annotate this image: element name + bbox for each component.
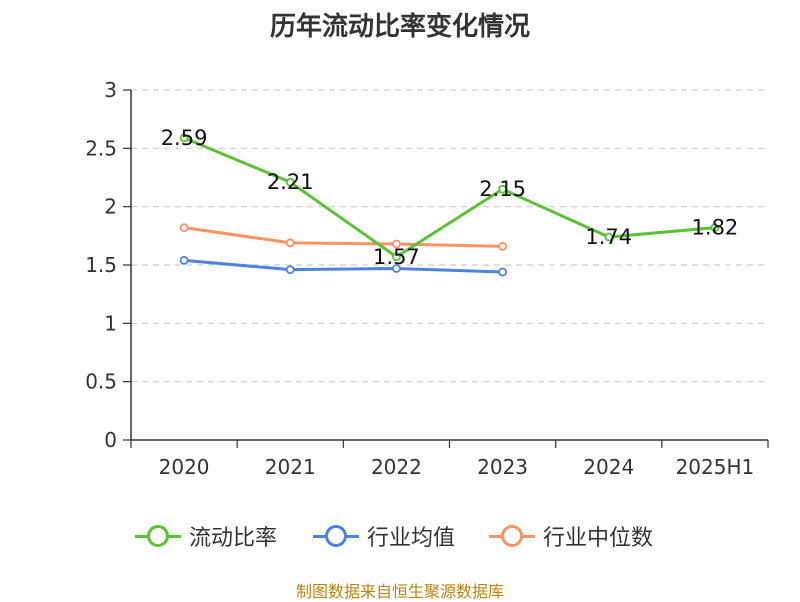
legend-item[interactable]: 行业均值 — [311, 518, 455, 554]
legend-swatch-icon — [487, 518, 537, 554]
x-tick-label: 2024 — [583, 455, 634, 479]
y-tick-label: 1 — [104, 311, 117, 335]
y-tick-label: 0.5 — [85, 370, 117, 394]
data-point — [498, 267, 507, 277]
data-labels: 2.59 2.21 1.57 2.15 1.74 1.82 — [161, 126, 739, 269]
legend-label: 行业均值 — [367, 526, 456, 551]
series-industry-median — [179, 223, 507, 251]
series-line — [183, 226, 503, 248]
data-label: 2.59 — [161, 126, 208, 150]
y-tick-label: 1.5 — [85, 253, 117, 277]
data-point — [285, 177, 295, 187]
y-tick-label: 2 — [104, 195, 117, 219]
data-label: 2.15 — [479, 177, 526, 201]
data-point — [285, 238, 295, 248]
series-current-ratio — [179, 133, 720, 262]
source-note: 制图数据来自恒生聚源数据库 — [295, 582, 504, 601]
data-point — [179, 255, 189, 265]
legend-swatch-icon — [311, 518, 361, 554]
legend-item[interactable]: 流动比率 — [133, 518, 277, 554]
data-point — [285, 265, 295, 275]
data-label: 1.57 — [373, 245, 420, 269]
x-tick-label: 2021 — [265, 455, 316, 479]
data-point — [710, 223, 720, 233]
data-label: 1.74 — [585, 225, 632, 249]
data-label: 2.21 — [267, 170, 314, 194]
series-line — [183, 258, 503, 274]
data-point — [498, 241, 507, 251]
series — [179, 133, 720, 277]
data-label: 1.82 — [692, 216, 739, 240]
data-point — [392, 264, 401, 273]
y-tick-label: 2.5 — [85, 136, 117, 160]
data-point — [604, 232, 614, 242]
x-tick-label: 2022 — [371, 455, 422, 479]
series-line — [183, 136, 716, 259]
x-tick-label: 2023 — [477, 455, 528, 479]
x-tick-label: 2025H1 — [676, 455, 755, 479]
legend-label: 流动比率 — [189, 526, 278, 551]
y-tick-label: 0 — [104, 428, 117, 452]
y-tick-label: 3 — [104, 78, 117, 102]
legend-item[interactable]: 行业中位数 — [487, 518, 653, 554]
legend: 流动比率 行业均值 行业中位数 — [0, 518, 800, 558]
data-point — [392, 252, 401, 262]
legend-swatch-icon — [133, 518, 183, 554]
data-point — [392, 239, 401, 249]
grid-lines — [131, 89, 768, 383]
data-point — [498, 184, 507, 194]
legend-label: 行业中位数 — [543, 526, 654, 551]
x-tick-label: 2020 — [159, 455, 210, 479]
axes: 0 0.5 1 1.5 2 2.5 3 2020 2021 2022 2023 2024 2025H1 — [85, 78, 769, 479]
data-point — [179, 133, 189, 143]
series-industry-mean — [179, 255, 507, 277]
data-point — [179, 223, 189, 233]
chart-title: 历年流动比率变化情况 — [269, 12, 530, 42]
